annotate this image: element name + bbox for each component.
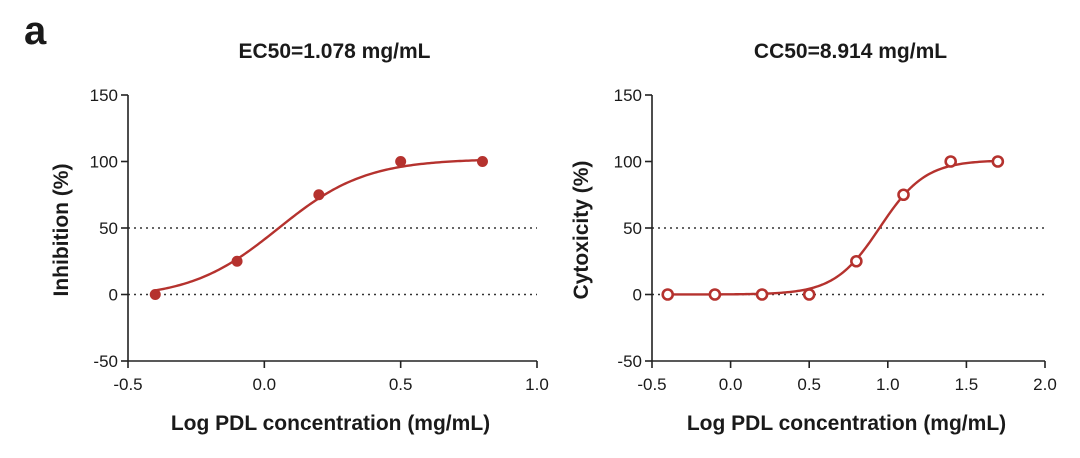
- data-point: [708, 288, 722, 301]
- data-point: [755, 288, 769, 301]
- data-point: [944, 155, 957, 168]
- data-point: [991, 155, 1005, 168]
- y-tick-label: 100: [614, 153, 642, 172]
- x-axis-label: Log PDL concentration (mg/mL): [687, 412, 1006, 435]
- data-point: [149, 289, 161, 300]
- x-tick-label: 1.0: [876, 375, 900, 394]
- chart-1: EC50=1.078 mg/mL -50 0 50 100 150 -0.5 0.0 0.5 1.…: [50, 40, 549, 435]
- y-tick-label: 50: [623, 219, 642, 238]
- x-tick-label: 0.5: [797, 375, 821, 394]
- data-point: [395, 156, 407, 167]
- y-tick-label: -50: [93, 352, 118, 371]
- x-tick-label: 1.5: [955, 375, 979, 394]
- panel-letter: a: [24, 9, 47, 53]
- data-point: [476, 156, 488, 167]
- fit-curve: [155, 158, 483, 292]
- y-axis-label: Inhibition (%): [50, 164, 73, 297]
- x-tick-label: 0.0: [719, 375, 743, 394]
- y-tick-label: 150: [90, 86, 118, 105]
- y-tick-label: 100: [90, 153, 118, 172]
- data-point: [850, 254, 863, 268]
- chart-title: EC50=1.078 mg/mL: [238, 40, 430, 63]
- y-tick-label: -50: [617, 352, 642, 371]
- fit-curve: [667, 159, 998, 296]
- x-tick-label: -0.5: [113, 375, 142, 394]
- data-point: [897, 188, 910, 202]
- chart-2: CC50=8.914 mg/mL -50 0 50 100 150 -0.5 0.0 0.5 1.…: [570, 40, 1057, 435]
- data-point: [313, 189, 325, 201]
- y-tick-label: 0: [109, 286, 118, 305]
- x-axis-label: Log PDL concentration (mg/mL): [171, 412, 490, 435]
- x-tick-label: -0.5: [637, 375, 666, 394]
- x-tick-label: 1.0: [525, 375, 549, 394]
- x-tick-label: 0.0: [253, 375, 277, 394]
- data-point: [802, 288, 816, 301]
- chart-title: CC50=8.914 mg/mL: [754, 40, 947, 63]
- x-tick-label: 0.5: [389, 375, 413, 394]
- y-tick-label: 50: [99, 219, 118, 238]
- data-point: [231, 255, 243, 267]
- y-tick-label: 150: [614, 86, 642, 105]
- data-point: [661, 288, 675, 301]
- y-tick-label: 0: [633, 286, 642, 305]
- x-tick-label: 2.0: [1033, 375, 1057, 394]
- y-axis-label: Cytoxicity (%): [570, 161, 593, 300]
